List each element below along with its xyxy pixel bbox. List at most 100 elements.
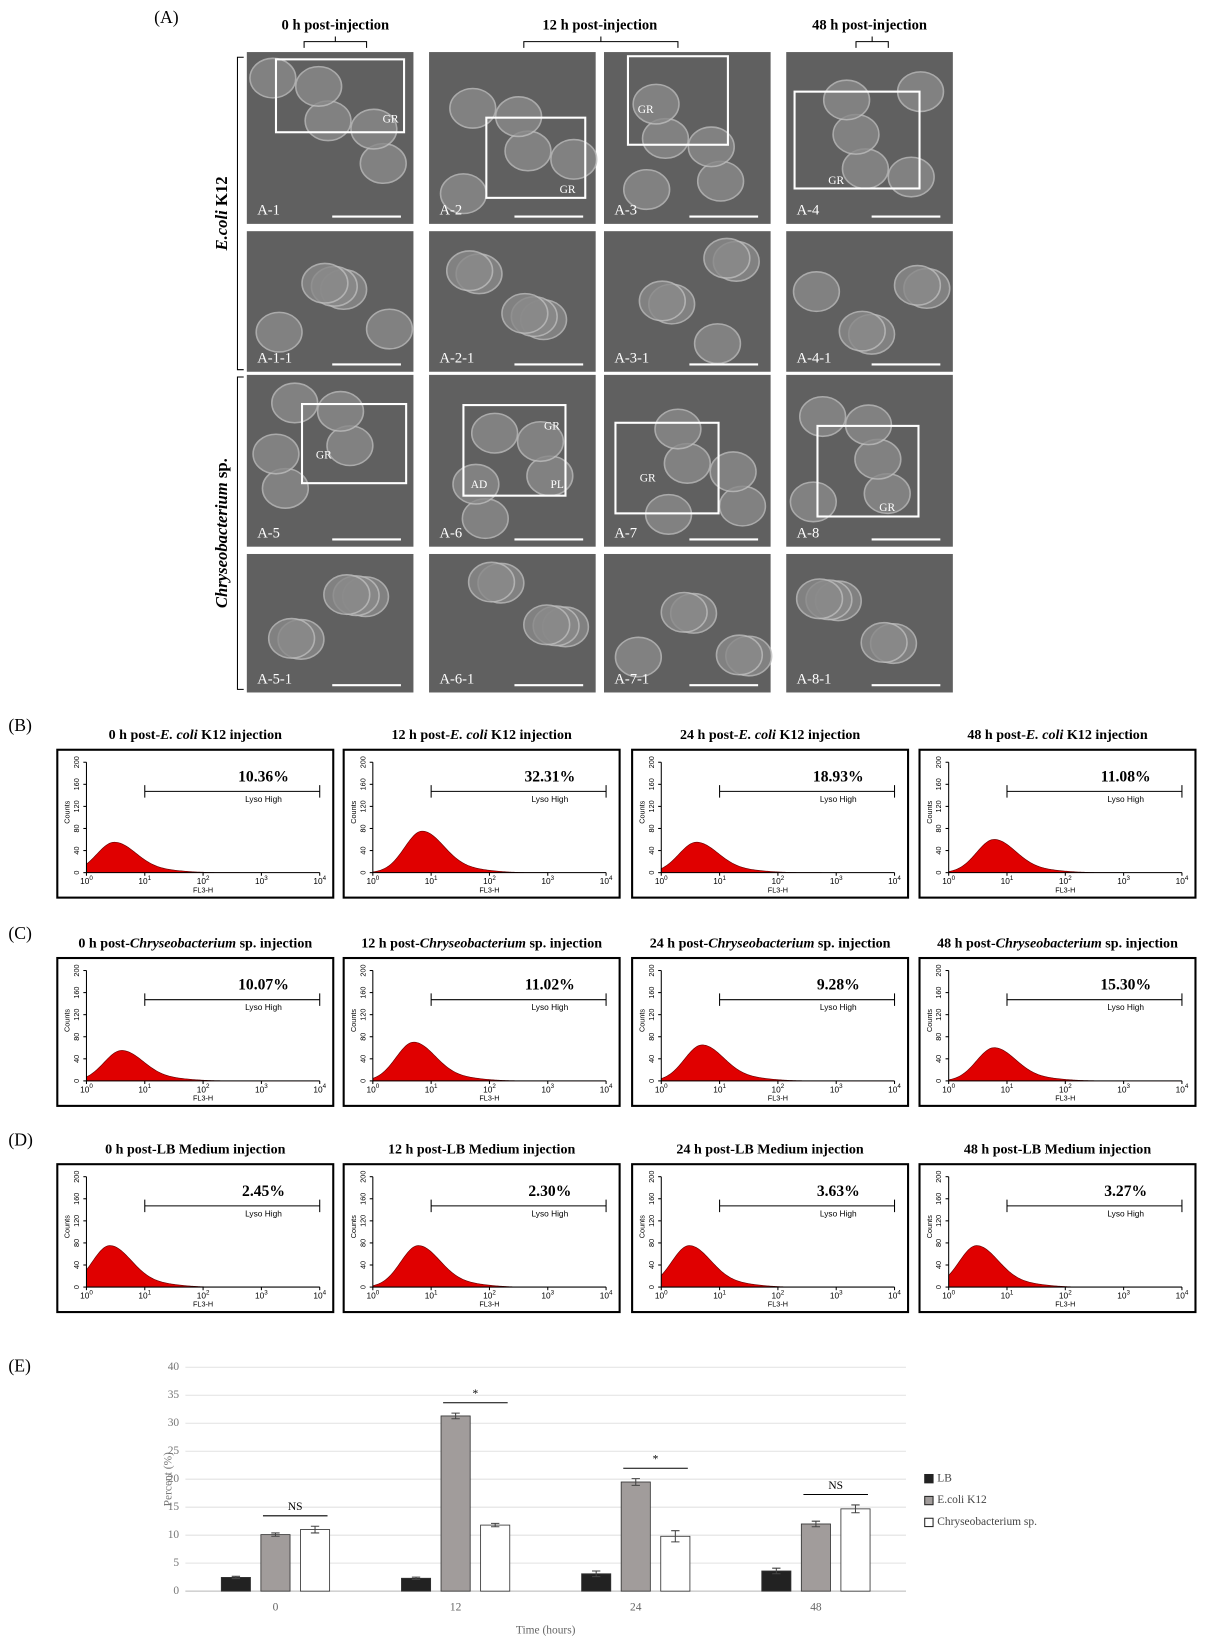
- x-axis-label: FL3-H: [1055, 1300, 1075, 1309]
- y-axis-label: Percent (%): [162, 1452, 174, 1506]
- gate-label: Lyso High: [531, 794, 568, 804]
- plot-title-part: Chryseobacterium: [130, 936, 236, 952]
- y-axis-label: Counts: [63, 800, 72, 823]
- cell-shape: [302, 263, 348, 303]
- x-tick-base: 10: [313, 1291, 323, 1301]
- y-tick-label: 120: [647, 1009, 656, 1021]
- plot-title-part: K12 injection: [198, 727, 282, 743]
- plot-title: 48 h post-LB Medium injection: [964, 1142, 1151, 1158]
- plot-title-part: sp. injection: [814, 936, 890, 952]
- y-tick-label: 80: [358, 1239, 367, 1247]
- x-tick-exponent: 2: [1068, 1083, 1072, 1090]
- x-tick-label: 0: [273, 1601, 279, 1613]
- y-axis-label: Counts: [349, 1009, 358, 1032]
- y-tick-label: 160: [72, 778, 81, 790]
- x-tick-exponent: 3: [551, 1083, 555, 1090]
- y-tick-label: 160: [358, 1193, 367, 1205]
- y-tick-label: 120: [934, 1009, 943, 1021]
- cell-shape: [639, 281, 685, 321]
- y-tick-label: 0: [72, 1285, 81, 1289]
- image-label: A-5-1: [257, 671, 292, 687]
- x-tick-exponent: 0: [952, 1289, 956, 1296]
- y-tick-label: 160: [934, 1193, 943, 1205]
- x-tick-exponent: 0: [376, 1289, 380, 1296]
- gate-label: Lyso High: [820, 1002, 857, 1012]
- gate-label: Lyso High: [531, 1208, 568, 1218]
- x-tick-base: 10: [600, 876, 610, 886]
- y-tick-label: 40: [647, 1261, 656, 1269]
- panel-label: (E): [8, 1355, 31, 1375]
- x-tick-exponent: 0: [89, 1083, 93, 1090]
- cell-shape: [253, 434, 299, 474]
- y-tick-label: 40: [72, 847, 81, 855]
- x-tick-base: 10: [1001, 1084, 1011, 1094]
- x-tick-base: 10: [541, 1084, 551, 1094]
- cell-shape: [324, 575, 370, 615]
- y-tick-label: 80: [72, 1033, 81, 1041]
- column-header: 0 h post-injection: [282, 17, 390, 33]
- plot-title-part: Chryseobacterium: [708, 936, 814, 952]
- gate-percent: 11.08%: [1101, 768, 1151, 785]
- y-tick-label: 40: [72, 1261, 81, 1269]
- plot-title-part: Chryseobacterium: [420, 936, 526, 952]
- gate-label: Lyso High: [245, 794, 282, 804]
- legend-label: Chryseobacterium sp.: [937, 1516, 1037, 1528]
- y-tick-label: 0: [934, 1079, 943, 1083]
- x-tick-base: 10: [888, 876, 898, 886]
- y-axis-label: Counts: [925, 800, 934, 823]
- y-tick-label: 200: [647, 964, 656, 976]
- plot-title-part: E. coli: [449, 727, 488, 743]
- x-tick-exponent: 4: [897, 1289, 901, 1296]
- x-tick-exponent: 1: [1010, 1083, 1014, 1090]
- y-tick-label: 80: [934, 1239, 943, 1247]
- bar: [300, 1530, 329, 1592]
- x-axis-label: FL3-H: [479, 1094, 499, 1103]
- cell-shape: [839, 311, 885, 351]
- x-tick-exponent: 1: [722, 1289, 726, 1296]
- x-tick-base: 10: [80, 1291, 90, 1301]
- y-tick-label: 40: [934, 1261, 943, 1269]
- plot-title-part: 12 h post-: [361, 936, 420, 952]
- image-label: A-1: [257, 203, 280, 219]
- x-tick-base: 10: [138, 876, 148, 886]
- bar: [221, 1577, 250, 1591]
- plot-title: 48 h post-Chryseobacterium sp. injection: [937, 936, 1178, 952]
- x-tick-exponent: 1: [722, 874, 726, 881]
- plot-title-part: 48 h post-: [937, 936, 996, 952]
- image-label: A-7-1: [614, 671, 649, 687]
- x-tick-base: 10: [1176, 1084, 1186, 1094]
- y-tick-label: 80: [934, 824, 943, 832]
- cell-shape: [505, 131, 551, 171]
- legend-label: E.coli K12: [937, 1494, 987, 1506]
- x-tick-base: 10: [80, 1084, 90, 1094]
- x-tick-exponent: 2: [206, 1289, 210, 1296]
- y-tick-label: 120: [934, 1215, 943, 1227]
- y-tick-label: 35: [168, 1389, 180, 1401]
- y-tick-label: 80: [647, 1239, 656, 1247]
- y-tick-label: 200: [647, 756, 656, 768]
- image-label: A-2-1: [439, 351, 474, 367]
- plot-title-part: 48 h post-LB Medium injection: [964, 1142, 1151, 1158]
- x-tick-base: 10: [366, 1291, 376, 1301]
- plot-title-part: Chryseobacterium: [996, 936, 1102, 952]
- cell-shape: [833, 115, 879, 155]
- x-tick-exponent: 4: [323, 874, 327, 881]
- x-tick-base: 10: [655, 876, 665, 886]
- plot-title: 0 h post-Chryseobacterium sp. injection: [78, 936, 312, 952]
- x-tick-base: 10: [713, 1084, 723, 1094]
- y-tick-label: 0: [358, 871, 367, 875]
- x-tick-exponent: 2: [492, 1289, 496, 1296]
- x-tick-exponent: 3: [264, 1083, 268, 1090]
- x-tick-exponent: 4: [1185, 1289, 1189, 1296]
- x-tick-exponent: 3: [1127, 874, 1131, 881]
- gate-percent: 3.63%: [817, 1183, 860, 1200]
- plot-title-part: 12 h post-: [391, 727, 450, 743]
- bar: [441, 1416, 470, 1591]
- significance-label: *: [653, 1454, 659, 1466]
- y-tick-label: 160: [358, 987, 367, 999]
- y-axis-label: Counts: [349, 1215, 358, 1238]
- y-tick-label: 160: [647, 987, 656, 999]
- y-tick-label: 200: [358, 1171, 367, 1183]
- bar: [621, 1482, 650, 1591]
- plot-title: 0 h post-E. coli K12 injection: [109, 727, 282, 743]
